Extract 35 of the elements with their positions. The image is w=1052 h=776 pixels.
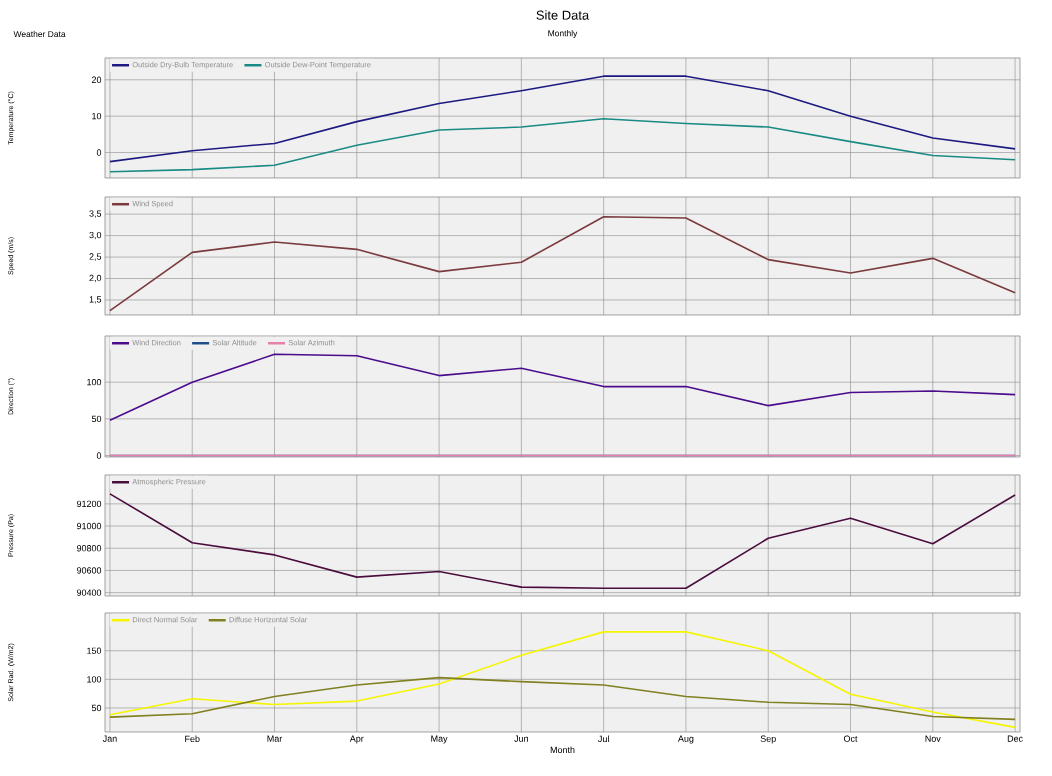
- y-tick-label: 3,5: [89, 210, 102, 218]
- x-tick-label: Jul: [598, 735, 609, 743]
- chart-title: Site Data: [536, 10, 590, 20]
- y-tick-label: 90600: [76, 567, 102, 574]
- x-tick-label: Sep: [760, 735, 776, 744]
- y-tick-label: 20: [91, 76, 102, 83]
- x-tick-label: May: [431, 735, 448, 744]
- x-tick-label: Feb: [185, 735, 200, 743]
- y-tick-label: 1,5: [89, 296, 102, 304]
- y-tick-label: 91200: [76, 500, 102, 508]
- y-tick-label: 0: [96, 452, 102, 459]
- y-tick-label: 10: [92, 112, 102, 120]
- y-tick-label: 150: [87, 647, 102, 654]
- y-tick-label: 100: [87, 379, 102, 386]
- x-tick-label: Jun: [514, 735, 529, 742]
- x-tick-label: Jan: [102, 735, 117, 742]
- x-tick-label: Mar: [267, 735, 283, 742]
- chart-subtitle: Monthly: [548, 30, 578, 38]
- y-tick-label: 3,0: [89, 231, 102, 240]
- y-tick-label: 2,5: [89, 253, 102, 261]
- y-tick-label: 2,0: [89, 274, 102, 283]
- x-axis-title: Month: [550, 746, 575, 754]
- x-tick-label: Dec: [1007, 735, 1023, 742]
- x-tick-label: Apr: [349, 735, 364, 744]
- y-tick-label: 91000: [76, 522, 102, 530]
- x-tick-label: Oct: [843, 735, 858, 742]
- y-tick-label: 90400: [76, 589, 102, 596]
- x-tick-label: Aug: [677, 735, 694, 744]
- y-tick-label: 100: [87, 676, 102, 683]
- x-tick-label: Nov: [925, 735, 941, 742]
- y-tick-label: 90800: [76, 545, 102, 552]
- text: Weather Data: [13, 30, 66, 38]
- y-tick-label: 50: [91, 704, 102, 712]
- y-tick-label: 50: [91, 415, 102, 423]
- y-tick-label: 0: [96, 149, 102, 156]
